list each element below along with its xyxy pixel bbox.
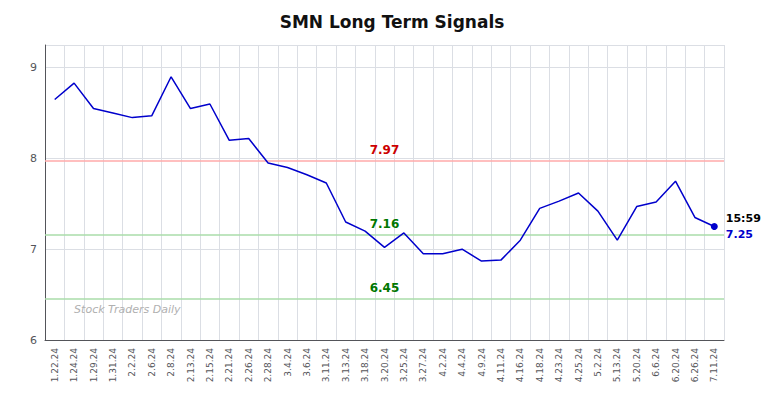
svg-text:3.27.24: 3.27.24: [418, 348, 428, 383]
svg-text:SMN Long Term Signals: SMN Long Term Signals: [280, 12, 505, 32]
svg-text:1.24.24: 1.24.24: [69, 348, 79, 383]
svg-text:4.2.24: 4.2.24: [438, 348, 448, 377]
svg-text:3.4.24: 3.4.24: [283, 348, 293, 377]
svg-text:4.18.24: 4.18.24: [535, 348, 545, 383]
svg-text:7.97: 7.97: [370, 143, 400, 157]
svg-text:5.20.24: 5.20.24: [632, 348, 642, 383]
svg-text:2.13.24: 2.13.24: [186, 348, 196, 383]
svg-text:1.22.24: 1.22.24: [50, 348, 60, 383]
svg-text:8: 8: [30, 152, 37, 165]
svg-text:Stock Traders Daily: Stock Traders Daily: [74, 303, 181, 316]
svg-text:5.2.24: 5.2.24: [593, 348, 603, 377]
svg-text:6.26.24: 6.26.24: [690, 348, 700, 383]
svg-text:7.25: 7.25: [726, 228, 753, 241]
svg-text:15:59: 15:59: [726, 212, 761, 225]
svg-text:2.28.24: 2.28.24: [263, 348, 273, 383]
svg-text:5.13.24: 5.13.24: [612, 348, 622, 383]
svg-text:3.11.24: 3.11.24: [321, 348, 331, 383]
svg-text:3.20.24: 3.20.24: [380, 348, 390, 383]
svg-text:1.29.24: 1.29.24: [89, 348, 99, 383]
svg-text:6.6.24: 6.6.24: [651, 348, 661, 377]
svg-text:9: 9: [30, 61, 37, 74]
svg-text:2.6.24: 2.6.24: [147, 348, 157, 377]
svg-text:3.25.24: 3.25.24: [399, 348, 409, 383]
svg-text:7.16: 7.16: [370, 217, 400, 231]
svg-text:1.31.24: 1.31.24: [108, 348, 118, 383]
svg-text:3.6.24: 3.6.24: [302, 348, 312, 377]
svg-text:4.16.24: 4.16.24: [515, 348, 525, 383]
svg-text:4.25.24: 4.25.24: [574, 348, 584, 383]
svg-text:7: 7: [30, 243, 37, 256]
svg-text:6: 6: [30, 334, 37, 347]
svg-text:4.11.24: 4.11.24: [496, 348, 506, 383]
svg-text:7.11.24: 7.11.24: [709, 348, 719, 383]
svg-text:2.8.24: 2.8.24: [166, 348, 176, 377]
svg-text:2.26.24: 2.26.24: [244, 348, 254, 383]
svg-text:3.13.24: 3.13.24: [341, 348, 351, 383]
svg-text:3.18.24: 3.18.24: [360, 348, 370, 383]
svg-text:2.21.24: 2.21.24: [224, 348, 234, 383]
svg-text:6.45: 6.45: [370, 281, 400, 295]
svg-text:2.15.24: 2.15.24: [205, 348, 215, 383]
svg-text:4.4.24: 4.4.24: [457, 348, 467, 377]
svg-text:2.2.24: 2.2.24: [127, 348, 137, 377]
svg-text:4.9.24: 4.9.24: [477, 348, 487, 377]
svg-text:4.23.24: 4.23.24: [554, 348, 564, 383]
svg-text:6.20.24: 6.20.24: [671, 348, 681, 383]
